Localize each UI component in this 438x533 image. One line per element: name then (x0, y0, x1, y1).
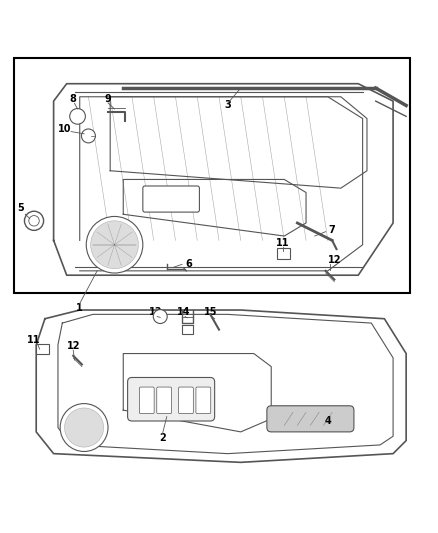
Text: 5: 5 (18, 203, 25, 213)
FancyBboxPatch shape (179, 387, 193, 414)
Text: 10: 10 (58, 124, 71, 134)
Circle shape (91, 221, 138, 269)
Text: 2: 2 (159, 433, 166, 443)
Circle shape (70, 109, 85, 124)
FancyBboxPatch shape (139, 387, 154, 414)
Text: 6: 6 (185, 260, 192, 269)
Text: 13: 13 (149, 307, 162, 317)
Text: 8: 8 (70, 94, 77, 104)
Circle shape (29, 215, 39, 226)
Text: 12: 12 (67, 341, 80, 351)
Circle shape (64, 408, 104, 447)
Circle shape (60, 403, 108, 451)
FancyBboxPatch shape (36, 344, 49, 354)
Circle shape (153, 310, 167, 324)
Circle shape (81, 129, 95, 143)
FancyBboxPatch shape (127, 377, 215, 421)
Text: 4: 4 (325, 416, 331, 426)
Text: 15: 15 (204, 307, 217, 317)
FancyBboxPatch shape (157, 387, 172, 414)
FancyBboxPatch shape (143, 186, 199, 212)
Bar (14, 58, 410, 293)
Text: 1: 1 (76, 303, 83, 313)
Text: 9: 9 (105, 94, 111, 104)
Text: 3: 3 (224, 100, 231, 110)
FancyBboxPatch shape (277, 248, 290, 259)
Text: 11: 11 (276, 238, 290, 247)
FancyBboxPatch shape (267, 406, 354, 432)
Text: 14: 14 (177, 307, 191, 317)
FancyBboxPatch shape (196, 387, 211, 414)
Text: 12: 12 (328, 255, 341, 265)
Circle shape (25, 211, 44, 230)
Text: 11: 11 (27, 335, 41, 345)
Text: 7: 7 (329, 224, 336, 235)
Circle shape (86, 216, 143, 273)
